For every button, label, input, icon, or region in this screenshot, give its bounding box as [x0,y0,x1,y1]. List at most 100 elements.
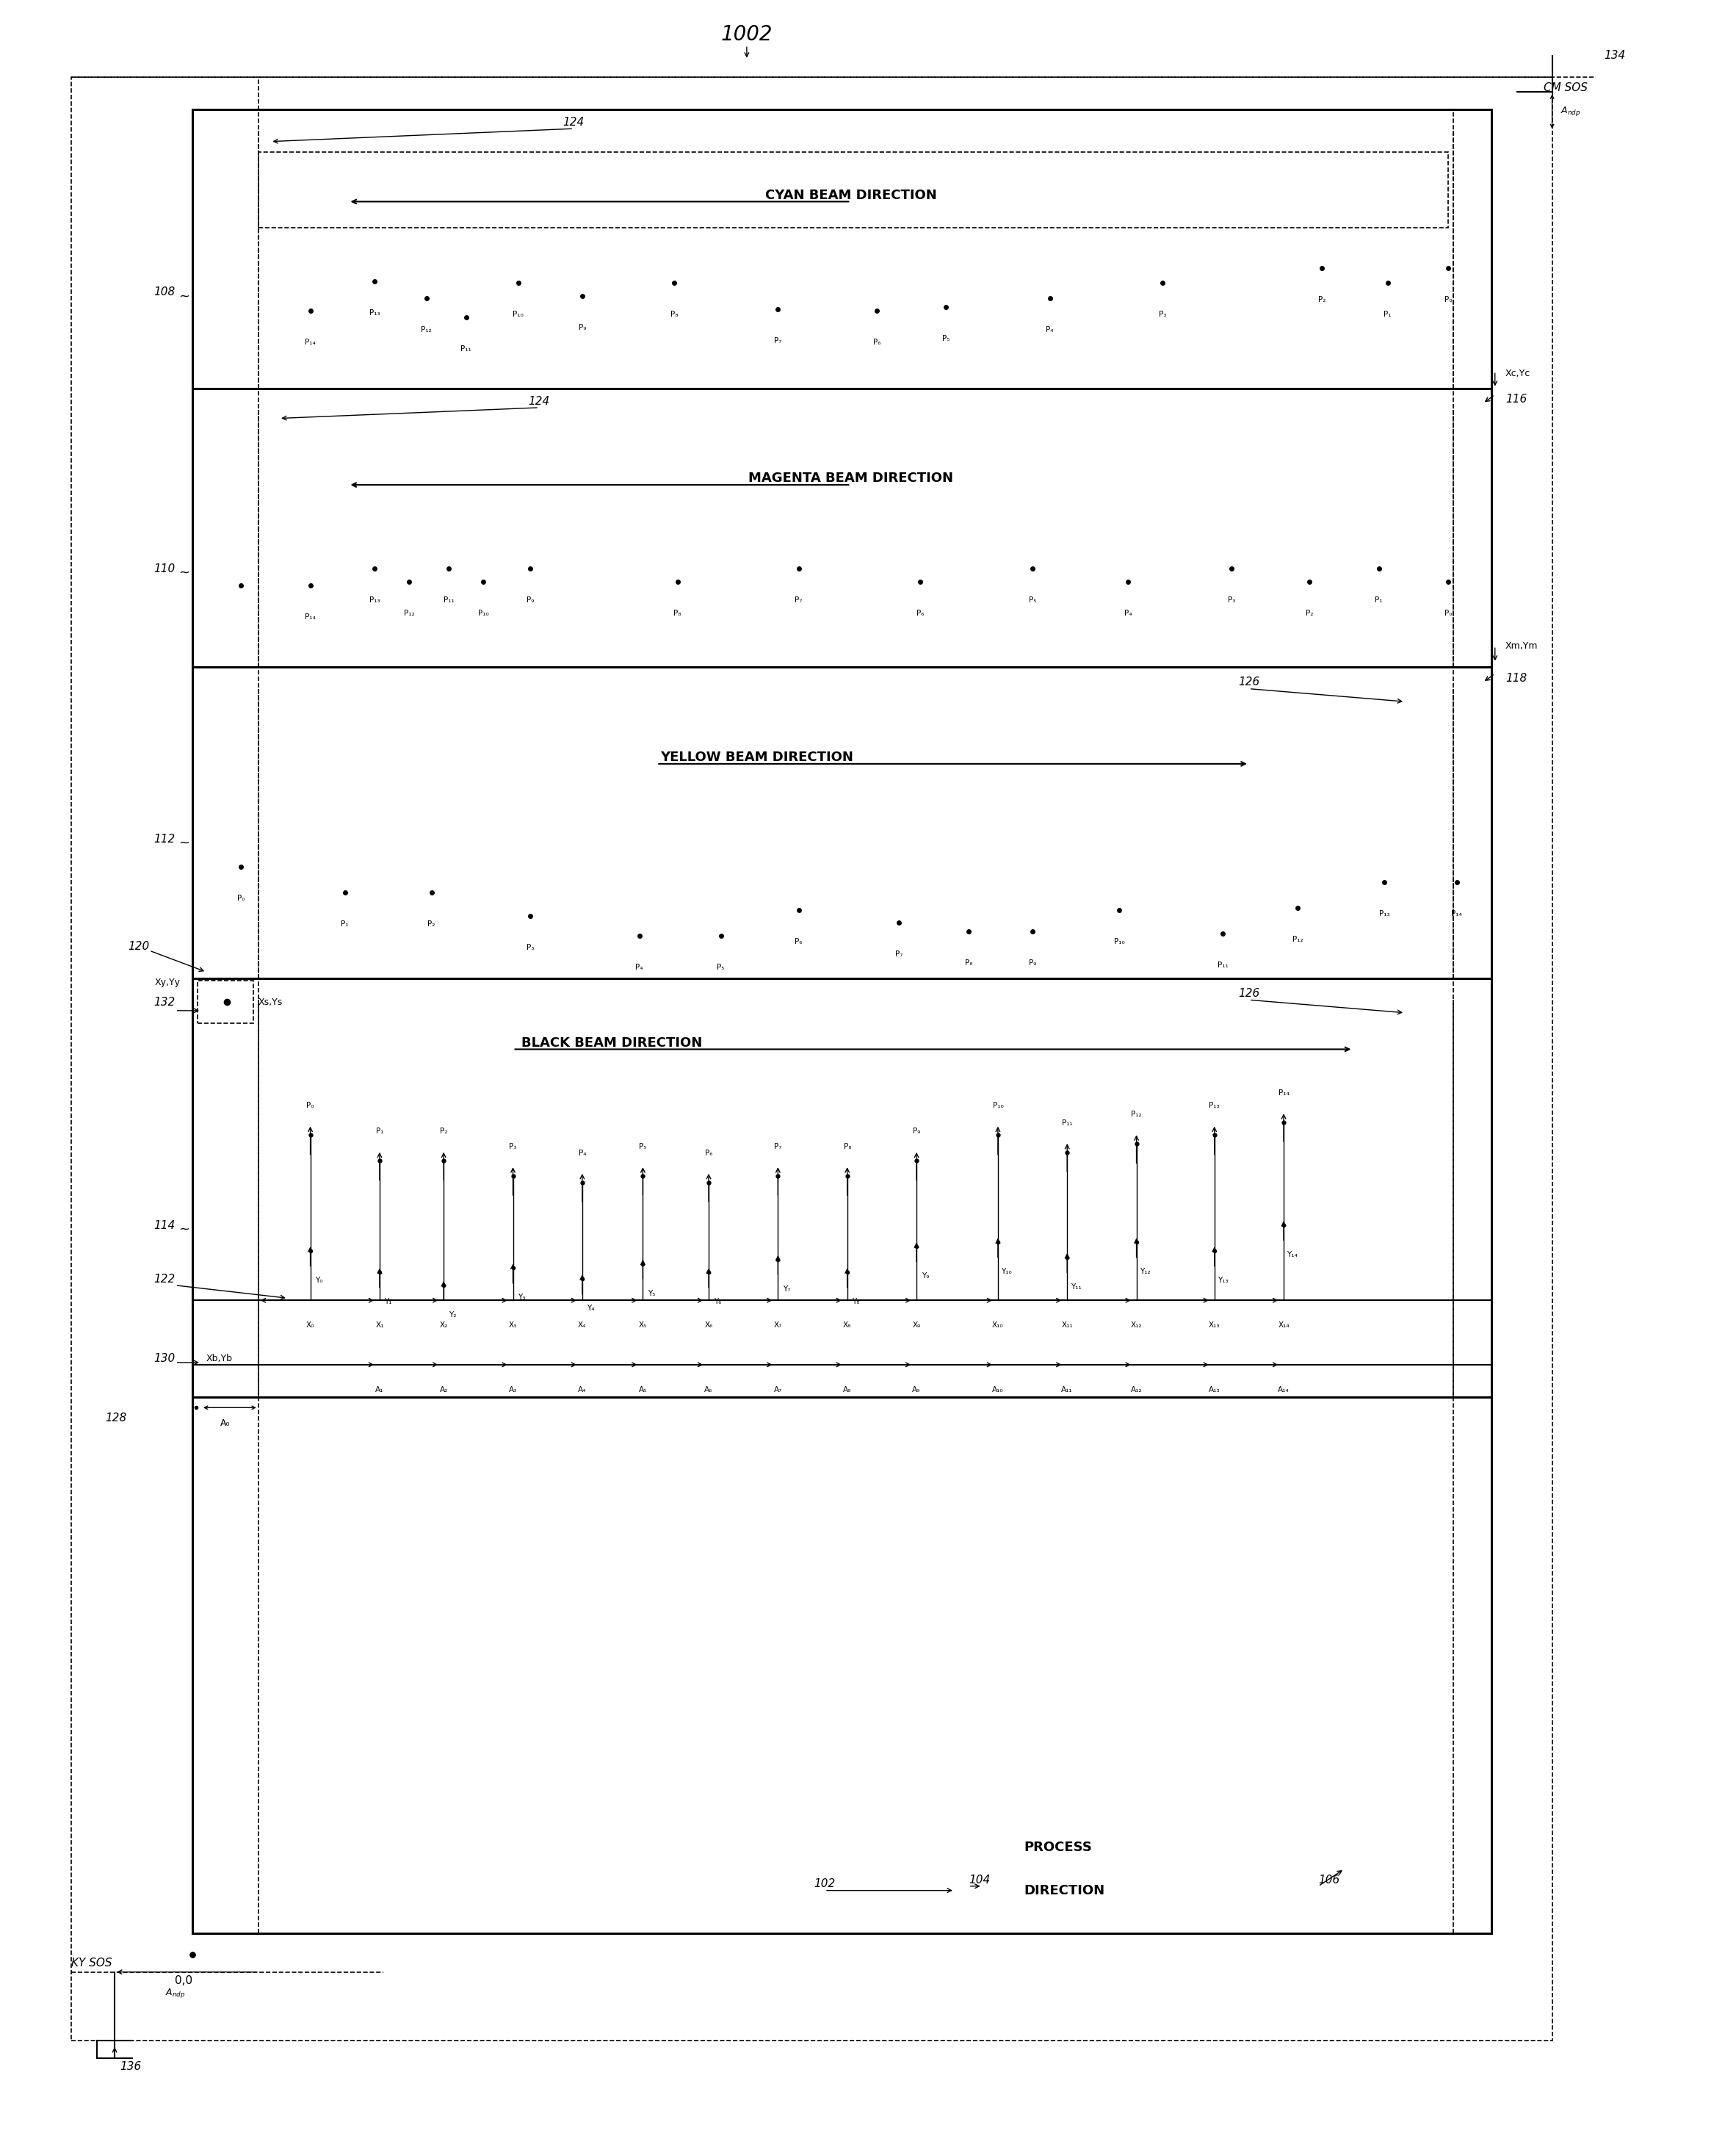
Text: P₂: P₂ [1305,608,1314,617]
Text: 120: 120 [128,942,149,952]
Text: P₁: P₁ [375,1129,384,1135]
Text: X₁: X₁ [375,1322,384,1329]
Text: A₁₄: A₁₄ [1278,1387,1290,1393]
Text: X₁₀: X₁₀ [993,1322,1003,1329]
Text: P₁₂: P₁₂ [422,327,432,333]
Text: P₁₄: P₁₄ [1278,1090,1290,1096]
Text: A₇: A₇ [774,1387,783,1393]
Text: MAGENTA BEAM DIRECTION: MAGENTA BEAM DIRECTION [748,471,953,486]
Text: X₁₃: X₁₃ [1208,1322,1220,1329]
Text: A₉: A₉ [913,1387,920,1393]
Text: P₇: P₇ [774,1144,781,1150]
Text: DIRECTION: DIRECTION [1024,1883,1104,1896]
Text: A₆: A₆ [705,1387,713,1393]
Text: Y₁: Y₁ [384,1299,392,1305]
Text: A₅: A₅ [639,1387,648,1393]
Text: A₂: A₂ [439,1387,448,1393]
Text: P₄: P₄ [578,1150,587,1157]
Text: X₂: X₂ [439,1322,448,1329]
Text: KY SOS: KY SOS [71,1959,113,1969]
Text: CM SOS: CM SOS [1543,82,1587,92]
Text: P₁₁: P₁₁ [1217,961,1229,970]
Text: 110: 110 [155,563,175,574]
Text: 116: 116 [1505,393,1528,404]
Text: 1002: 1002 [720,24,773,45]
Text: Xy,Yy: Xy,Yy [155,978,181,987]
Text: Y₇: Y₇ [783,1286,790,1292]
Text: X₁₄: X₁₄ [1278,1322,1290,1329]
Text: X₁₁: X₁₁ [1061,1322,1073,1329]
Text: 118: 118 [1505,673,1528,684]
Text: P₁₀: P₁₀ [477,608,490,617]
Text: 126: 126 [1238,677,1260,688]
Text: P₁₄: P₁₄ [306,613,316,621]
Text: X₁₂: X₁₂ [1130,1322,1142,1329]
Text: X₆: X₆ [705,1322,713,1329]
Text: P₃: P₃ [509,1144,517,1150]
Text: P₁₄: P₁₄ [306,340,316,346]
Text: P₁₃: P₁₃ [1378,909,1389,918]
Text: 108: 108 [155,286,175,297]
Text: Y₀: Y₀ [316,1277,323,1284]
Text: X₃: X₃ [509,1322,517,1329]
Text: P₃: P₃ [1158,312,1167,318]
Text: P₅: P₅ [639,1144,646,1150]
Text: P₁: P₁ [1384,312,1392,318]
Text: P₁₀: P₁₀ [1115,937,1125,946]
Text: P₅: P₅ [943,335,950,342]
Text: CYAN BEAM DIRECTION: CYAN BEAM DIRECTION [766,189,936,202]
Text: 104: 104 [969,1875,990,1886]
Text: P₀: P₀ [307,1103,314,1109]
Text: P₁₂: P₁₂ [1292,935,1304,944]
Text: A₁₂: A₁₂ [1130,1387,1142,1393]
Text: P₈: P₈ [844,1144,851,1150]
Text: P₉: P₉ [913,1129,920,1135]
Text: 130: 130 [155,1352,175,1363]
Text: ~: ~ [179,565,189,580]
Text: Y₅: Y₅ [648,1290,654,1296]
Text: 102: 102 [814,1879,835,1890]
Text: A₈: A₈ [844,1387,851,1393]
Text: PROCESS: PROCESS [1024,1840,1092,1853]
Text: 122: 122 [155,1273,175,1284]
Text: P₃: P₃ [526,944,535,952]
Text: P₀: P₀ [238,894,245,903]
Text: P₉: P₉ [526,596,535,604]
Text: P₁₄: P₁₄ [1451,909,1462,918]
Text: Y₃: Y₃ [517,1294,526,1301]
Bar [71,77,1552,2040]
Text: P₀: P₀ [1444,297,1451,303]
Text: P₁: P₁ [1375,596,1384,604]
Text: P₇: P₇ [795,596,802,604]
Text: Y₁₀: Y₁₀ [1002,1268,1012,1275]
Text: 124: 124 [562,116,585,127]
Text: P₈: P₈ [674,608,681,617]
Text: $A_{ndp}$: $A_{ndp}$ [165,1987,186,2000]
Text: 114: 114 [155,1219,175,1230]
Text: A₁: A₁ [375,1387,384,1393]
Text: P₅: P₅ [1029,596,1036,604]
Text: Xc,Yc: Xc,Yc [1505,368,1531,378]
Text: A₀: A₀ [220,1419,231,1428]
Text: A₃: A₃ [509,1387,517,1393]
Text: Y₁₂: Y₁₂ [1141,1268,1151,1275]
Text: P₆: P₆ [705,1150,712,1157]
Text: Y₁₄: Y₁₄ [1286,1251,1299,1258]
Text: Y₁₃: Y₁₃ [1217,1277,1229,1284]
Text: P₉: P₉ [578,325,587,331]
Text: BLACK BEAM DIRECTION: BLACK BEAM DIRECTION [521,1036,703,1049]
Text: P₇: P₇ [896,950,903,959]
Text: Y₄: Y₄ [587,1305,595,1311]
Text: X₄: X₄ [578,1322,587,1329]
Text: P₁₀: P₁₀ [993,1103,1003,1109]
Text: P₀: P₀ [1444,608,1451,617]
Text: A₄: A₄ [578,1387,587,1393]
Text: 134: 134 [1604,49,1625,60]
Text: Xb,Yb: Xb,Yb [207,1354,233,1363]
Text: 0,0: 0,0 [175,1976,193,1987]
Text: YELLOW BEAM DIRECTION: YELLOW BEAM DIRECTION [660,750,852,763]
Text: 128: 128 [106,1413,127,1423]
Text: 132: 132 [155,998,175,1008]
Text: X₉: X₉ [913,1322,920,1329]
Text: P₁₃: P₁₃ [1208,1103,1220,1109]
